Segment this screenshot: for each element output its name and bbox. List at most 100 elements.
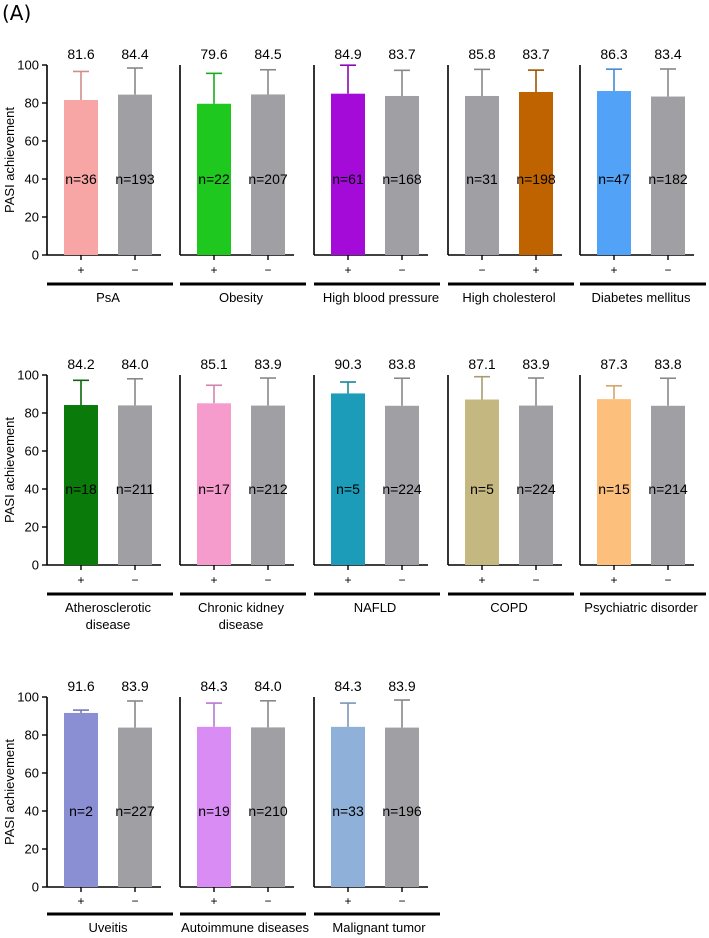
group-label: Obesity — [219, 290, 264, 305]
category-label: − — [264, 894, 271, 908]
n-label: n=61 — [332, 171, 364, 187]
group-label: High cholesterol — [462, 290, 555, 305]
y-tick-label: 0 — [32, 558, 39, 573]
category-label: + — [77, 573, 84, 587]
category-label: − — [532, 573, 539, 587]
category-label: + — [478, 573, 485, 587]
value-label: 85.8 — [468, 46, 495, 62]
n-label: n=196 — [382, 803, 422, 819]
y-tick-label: 20 — [25, 520, 39, 535]
n-label: n=207 — [248, 171, 288, 187]
y-tick-label: 40 — [25, 804, 39, 819]
value-label: 84.9 — [334, 46, 361, 62]
y-tick-label: 60 — [25, 134, 39, 149]
group-label: Uveitis — [88, 920, 128, 935]
category-label: + — [344, 894, 351, 908]
n-label: n=214 — [648, 481, 688, 497]
value-label: 85.1 — [200, 356, 227, 372]
n-label: n=47 — [598, 171, 630, 187]
value-label: 83.9 — [522, 356, 549, 372]
bar — [651, 405, 685, 565]
group-label: High blood pressure — [323, 290, 439, 305]
category-label: + — [77, 263, 84, 277]
bar — [385, 95, 419, 255]
value-label: 87.1 — [468, 356, 495, 372]
category-label: + — [210, 894, 217, 908]
value-label: 84.3 — [200, 678, 227, 694]
y-tick-label: 80 — [25, 728, 39, 743]
value-label: 83.9 — [388, 678, 415, 694]
group-label: PsA — [96, 290, 120, 305]
category-label: + — [344, 573, 351, 587]
category-label: + — [344, 263, 351, 277]
bar — [465, 95, 499, 255]
bar — [118, 405, 152, 565]
bar — [197, 726, 231, 887]
value-label: 79.6 — [200, 46, 227, 62]
category-label: − — [131, 573, 138, 587]
y-tick-label: 80 — [25, 96, 39, 111]
value-label: 83.8 — [654, 356, 681, 372]
bar — [64, 99, 98, 256]
n-label: n=224 — [382, 481, 422, 497]
category-label: + — [210, 263, 217, 277]
value-label: 83.9 — [121, 678, 148, 694]
value-label: 83.7 — [522, 46, 549, 62]
n-label: n=224 — [516, 481, 556, 497]
n-label: n=182 — [648, 171, 688, 187]
y-tick-label: 100 — [17, 58, 39, 73]
n-label: n=36 — [65, 171, 97, 187]
value-label: 83.7 — [388, 46, 415, 62]
category-label: − — [664, 573, 671, 587]
y-tick-label: 80 — [25, 406, 39, 421]
value-label: 90.3 — [334, 356, 361, 372]
n-label: n=15 — [598, 481, 630, 497]
value-label: 81.6 — [67, 46, 94, 62]
bar — [64, 405, 98, 565]
group-label: COPD — [490, 600, 528, 615]
y-tick-label: 40 — [25, 172, 39, 187]
n-label: n=210 — [248, 803, 288, 819]
category-label: − — [664, 263, 671, 277]
y-axis-label: PASI achievement — [2, 417, 17, 523]
bar — [251, 94, 285, 255]
bar — [118, 94, 152, 255]
category-label: − — [264, 263, 271, 277]
value-label: 84.4 — [121, 46, 148, 62]
category-label: + — [610, 263, 617, 277]
y-tick-label: 0 — [32, 880, 39, 895]
group-label: Autoimmune diseases — [181, 920, 309, 935]
y-tick-label: 60 — [25, 444, 39, 459]
bar — [465, 399, 499, 565]
n-label: n=5 — [470, 481, 494, 497]
bar — [331, 726, 365, 887]
value-label: 87.3 — [600, 356, 627, 372]
group-label: disease — [86, 617, 131, 632]
value-label: 84.5 — [254, 46, 281, 62]
bar — [597, 91, 631, 255]
category-label: − — [398, 263, 405, 277]
group-label: Atherosclerotic — [65, 600, 151, 615]
group-label: NAFLD — [354, 600, 397, 615]
category-label: + — [610, 573, 617, 587]
bar — [331, 93, 365, 255]
n-label: n=198 — [516, 171, 556, 187]
n-label: n=211 — [116, 481, 154, 497]
n-label: n=19 — [198, 803, 230, 819]
bar — [519, 91, 553, 255]
y-axis-label: PASI achievement — [2, 739, 17, 845]
n-label: n=212 — [248, 481, 288, 497]
bar — [519, 405, 553, 565]
n-label: n=168 — [382, 171, 422, 187]
bar — [331, 393, 365, 565]
category-label: − — [398, 894, 405, 908]
group-label: Chronic kidney — [198, 600, 284, 615]
value-label: 83.9 — [254, 356, 281, 372]
bar — [64, 712, 98, 887]
category-label: − — [398, 573, 405, 587]
n-label: n=5 — [336, 481, 360, 497]
n-label: n=17 — [198, 481, 230, 497]
bar — [385, 405, 419, 565]
value-label: 91.6 — [67, 678, 94, 694]
